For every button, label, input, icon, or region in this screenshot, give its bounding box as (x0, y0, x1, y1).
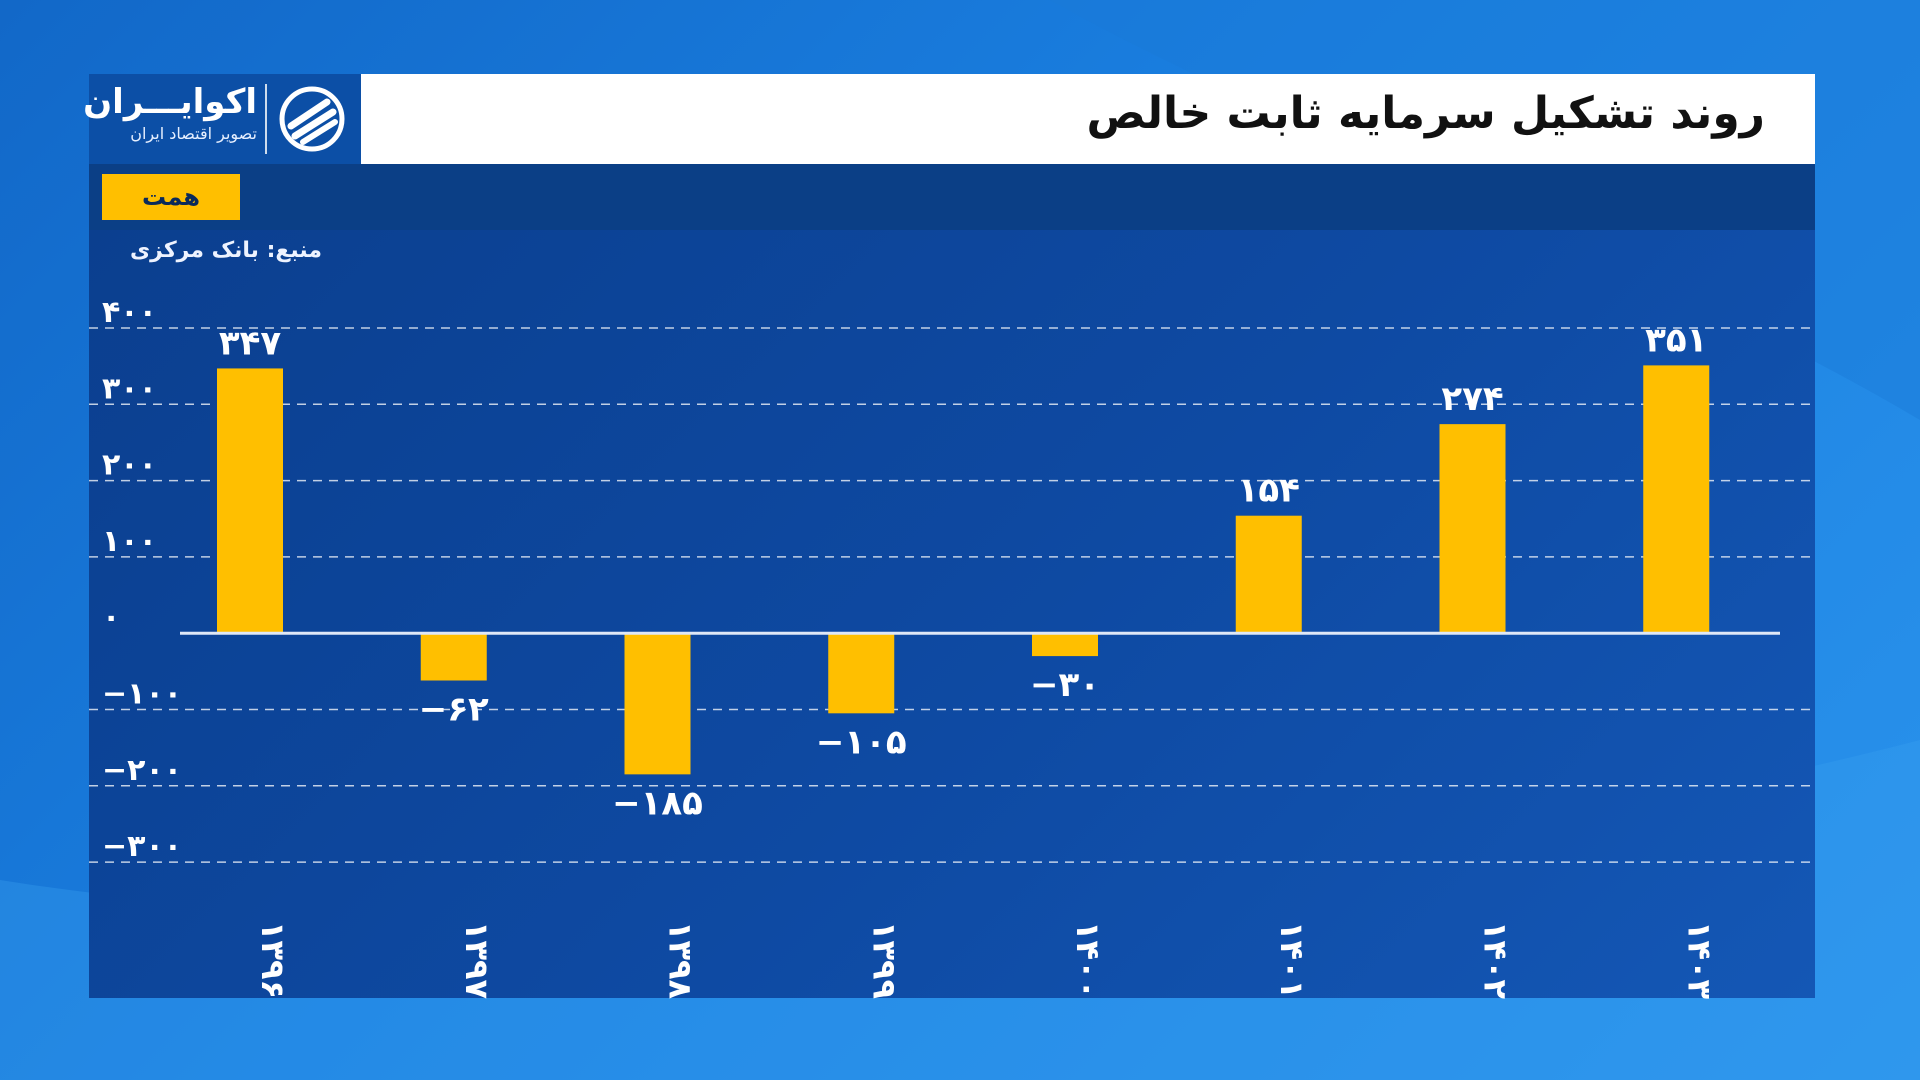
bars (217, 365, 1710, 775)
y-tick-label: ۴۰۰ (102, 295, 157, 330)
value-label: −۱۸۵ (612, 783, 703, 823)
y-tick-label: −۳۰۰ (102, 829, 182, 864)
x-tick-label: ۱۳۹۹ (865, 921, 903, 999)
y-tick-label: −۲۰۰ (102, 753, 182, 788)
x-tick-label: ۱۴۰۰ (1069, 921, 1107, 999)
chart-panel (89, 230, 1815, 998)
x-tick-label: ۱۴۰۲ (1477, 921, 1515, 1000)
y-tick-label: ۲۰۰ (102, 448, 157, 483)
logo-tagline: تصویر اقتصاد ایران (130, 124, 257, 143)
source-note: منبع: بانک مرکزی (130, 238, 322, 263)
eco-iran-logo-icon (279, 86, 345, 152)
x-tick-label: ۱۳۹۷ (458, 921, 496, 1000)
bar (828, 633, 895, 714)
title-bar: روند تشکیل سرمایه ثابت خالص (89, 74, 1815, 164)
y-axis-ticks: ۴۰۰ ۳۰۰ ۲۰۰ ۱۰۰ ۰ −۱۰۰ −۲۰۰ −۳۰۰ (102, 295, 182, 864)
x-tick-label: ۱۳۹۶ (254, 921, 292, 999)
bar (1235, 515, 1302, 634)
value-label: −۶۲ (419, 690, 489, 730)
chart-title: روند تشکیل سرمایه ثابت خالص (1086, 88, 1765, 139)
value-label: ۳۴۷ (219, 323, 282, 363)
x-tick-label: ۱۴۰۱ (1273, 921, 1311, 999)
x-tick-label: ۱۳۹۸ (662, 921, 700, 1000)
logo-divider (265, 84, 267, 154)
value-labels: ۳۴۷ −۶۲ −۱۸۵ −۱۰۵ −۳۰ ۱۵۴ ۲۷۴ ۳۵۱ (219, 320, 1708, 823)
bar (1439, 424, 1506, 634)
value-label: −۱۰۵ (816, 722, 907, 762)
unit-badge: همت (102, 174, 240, 220)
value-label: ۲۷۴ (1441, 379, 1503, 419)
logo-name: اکوایـــران (83, 82, 257, 122)
y-tick-label: ۳۰۰ (102, 371, 157, 406)
y-tick-label: ۰ (102, 600, 120, 635)
value-label: ۳۵۱ (1645, 320, 1707, 360)
bar (217, 368, 283, 634)
y-tick-label: ۱۰۰ (102, 524, 157, 559)
y-tick-label: −۱۰۰ (102, 677, 182, 712)
bar (1643, 365, 1710, 634)
bar (420, 633, 487, 681)
bar (1032, 633, 1098, 657)
gridlines (89, 327, 1815, 863)
x-tick-label: ۱۴۰۳ (1680, 921, 1718, 1000)
subtitle-band (89, 164, 1815, 230)
bar (624, 633, 691, 775)
value-label: −۳۰ (1030, 665, 1100, 705)
logo: اکوایـــران تصویر اقتصاد ایران (83, 74, 361, 164)
value-label: ۱۵۴ (1238, 471, 1300, 511)
x-axis-labels: ۱۳۹۶ ۱۳۹۷ ۱۳۹۸ ۱۳۹۹ ۱۴۰۰ ۱۴۰۱ ۱۴۰۲ ۱۴۰۳ (254, 921, 1718, 1000)
